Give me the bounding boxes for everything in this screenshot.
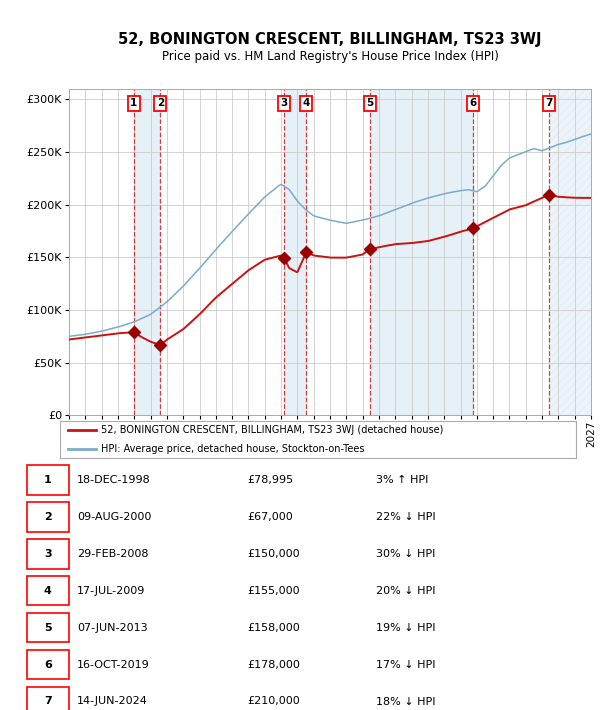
Text: 7: 7 xyxy=(546,99,553,109)
Text: 1: 1 xyxy=(130,99,137,109)
Text: £67,000: £67,000 xyxy=(247,512,293,522)
Bar xyxy=(134,89,160,415)
Text: 18% ↓ HPI: 18% ↓ HPI xyxy=(376,697,435,706)
Text: £158,000: £158,000 xyxy=(247,623,300,633)
FancyBboxPatch shape xyxy=(27,576,68,606)
Text: £210,000: £210,000 xyxy=(247,697,300,706)
Bar xyxy=(370,89,473,415)
Bar xyxy=(550,89,591,415)
Text: 17-JUL-2009: 17-JUL-2009 xyxy=(77,586,145,596)
Text: 2: 2 xyxy=(44,512,52,522)
Text: 17% ↓ HPI: 17% ↓ HPI xyxy=(376,660,435,670)
FancyBboxPatch shape xyxy=(27,502,68,532)
FancyBboxPatch shape xyxy=(27,465,68,495)
Text: 6: 6 xyxy=(44,660,52,670)
Bar xyxy=(284,89,306,415)
Text: 4: 4 xyxy=(44,586,52,596)
Text: £155,000: £155,000 xyxy=(247,586,300,596)
FancyBboxPatch shape xyxy=(27,687,68,710)
Text: HPI: Average price, detached house, Stockton-on-Tees: HPI: Average price, detached house, Stoc… xyxy=(101,444,365,454)
Text: 09-AUG-2000: 09-AUG-2000 xyxy=(77,512,151,522)
Text: 20% ↓ HPI: 20% ↓ HPI xyxy=(376,586,435,596)
Text: 3% ↑ HPI: 3% ↑ HPI xyxy=(376,475,428,485)
Text: 14-JUN-2024: 14-JUN-2024 xyxy=(77,697,148,706)
Text: 52, BONINGTON CRESCENT, BILLINGHAM, TS23 3WJ: 52, BONINGTON CRESCENT, BILLINGHAM, TS23… xyxy=(118,31,542,47)
Text: 19% ↓ HPI: 19% ↓ HPI xyxy=(376,623,435,633)
Text: 7: 7 xyxy=(44,697,52,706)
Text: 52, BONINGTON CRESCENT, BILLINGHAM, TS23 3WJ (detached house): 52, BONINGTON CRESCENT, BILLINGHAM, TS23… xyxy=(101,425,443,435)
FancyBboxPatch shape xyxy=(27,613,68,643)
Text: 30% ↓ HPI: 30% ↓ HPI xyxy=(376,549,435,559)
Text: 22% ↓ HPI: 22% ↓ HPI xyxy=(376,512,435,522)
Text: 3: 3 xyxy=(280,99,287,109)
Text: 4: 4 xyxy=(302,99,310,109)
Text: 5: 5 xyxy=(366,99,373,109)
Text: 16-OCT-2019: 16-OCT-2019 xyxy=(77,660,150,670)
Text: 3: 3 xyxy=(44,549,52,559)
Text: 18-DEC-1998: 18-DEC-1998 xyxy=(77,475,151,485)
Text: Price paid vs. HM Land Registry's House Price Index (HPI): Price paid vs. HM Land Registry's House … xyxy=(161,50,499,63)
Text: £150,000: £150,000 xyxy=(247,549,300,559)
FancyBboxPatch shape xyxy=(27,539,68,569)
Text: £178,000: £178,000 xyxy=(247,660,300,670)
Text: 1: 1 xyxy=(44,475,52,485)
Text: 07-JUN-2013: 07-JUN-2013 xyxy=(77,623,148,633)
Text: 2: 2 xyxy=(157,99,164,109)
Text: £78,995: £78,995 xyxy=(247,475,293,485)
FancyBboxPatch shape xyxy=(27,650,68,679)
Text: 6: 6 xyxy=(470,99,477,109)
Text: 5: 5 xyxy=(44,623,52,633)
Text: 29-FEB-2008: 29-FEB-2008 xyxy=(77,549,149,559)
